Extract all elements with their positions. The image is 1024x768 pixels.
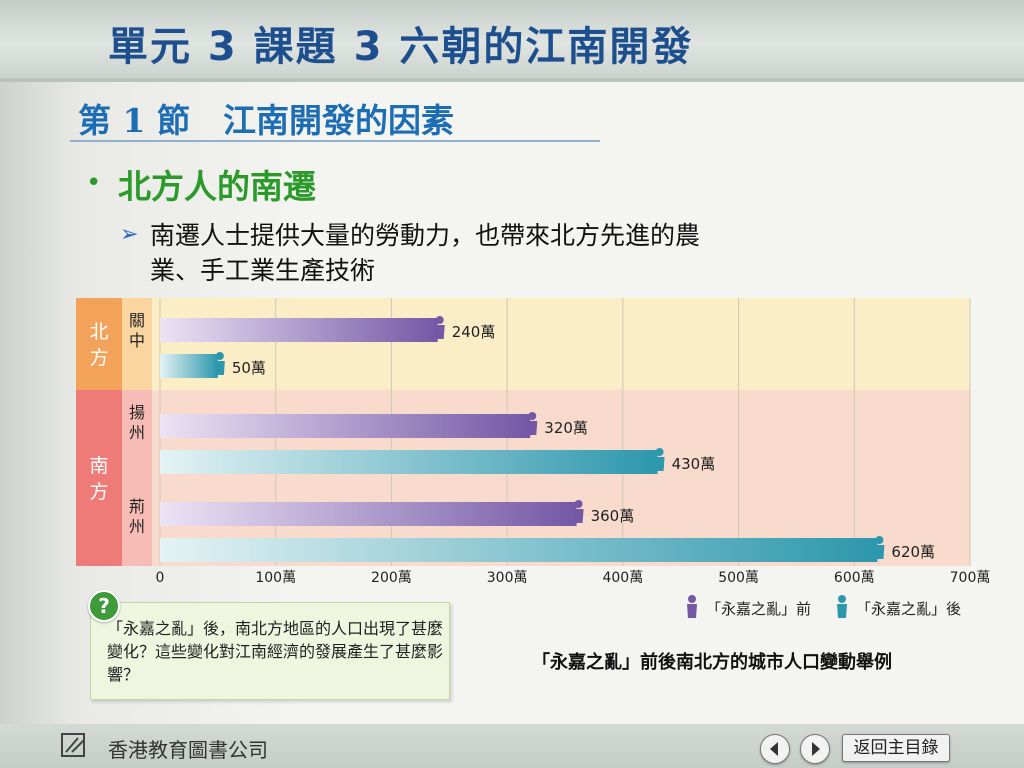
- city-label-1: 揚: [129, 403, 145, 422]
- prev-arrow-icon: [770, 742, 778, 756]
- region-label-0: 方: [89, 347, 108, 369]
- region-cell-0: [76, 298, 122, 390]
- city-label-0: 中: [129, 331, 145, 350]
- legend-label-before: 「永嘉之亂」前: [706, 600, 811, 618]
- section-underline: [70, 140, 600, 142]
- legend-person-after-icon: [838, 595, 846, 603]
- person-marker-icon: [435, 316, 444, 324]
- data-label-1-1: 430萬: [672, 455, 716, 473]
- bar-1-1: [160, 450, 658, 474]
- legend-person-before-icon: [688, 595, 696, 603]
- city-label-2: 州: [129, 517, 145, 536]
- bar-1-0: [160, 354, 218, 378]
- x-tick-label-3: 300萬: [487, 570, 528, 586]
- person-marker-icon: [655, 448, 664, 456]
- question-icon[interactable]: ?: [88, 590, 120, 622]
- city-cell-1: [122, 390, 152, 478]
- person-marker-icon: [654, 457, 665, 471]
- region-band-0: [76, 298, 970, 390]
- region-label-1: 南: [89, 455, 108, 477]
- publisher-logo-icon: [61, 733, 85, 757]
- region-cell-1: [76, 390, 122, 566]
- bullet-dot-icon: •: [86, 168, 102, 198]
- x-tick-label-4: 400萬: [602, 570, 643, 586]
- legend-person-before-icon: [687, 604, 697, 618]
- next-slide-button[interactable]: [800, 734, 830, 764]
- city-cell-2: [122, 478, 152, 566]
- publisher-name: 香港教育圖書公司: [108, 738, 268, 762]
- next-arrow-icon: [812, 742, 820, 756]
- header-divider: [0, 78, 1024, 82]
- data-label-1-2: 620萬: [891, 543, 935, 561]
- region-label-1: 方: [89, 481, 108, 503]
- person-marker-icon: [528, 412, 537, 420]
- bullet-title: 北方人的南遷: [118, 167, 316, 206]
- person-marker-icon: [434, 325, 445, 339]
- person-marker-icon: [527, 421, 538, 435]
- x-tick-label-6: 600萬: [834, 570, 875, 586]
- header-banner: [0, 0, 1024, 78]
- prev-slide-button[interactable]: [760, 734, 790, 764]
- unit-title: 單元 3 課題 3 六朝的江南開發: [108, 24, 694, 70]
- data-label-1-0: 50萬: [232, 359, 266, 377]
- city-label-1: 州: [129, 423, 145, 442]
- bar-0-1: [160, 414, 531, 438]
- legend-person-after-icon: [837, 604, 847, 618]
- person-marker-icon: [215, 352, 224, 360]
- x-tick-label-7: 700萬: [950, 570, 991, 586]
- person-marker-icon: [574, 500, 583, 508]
- data-label-0-0: 240萬: [452, 323, 496, 341]
- bar-0-0: [160, 318, 438, 342]
- person-marker-icon: [214, 361, 225, 375]
- person-marker-icon: [875, 536, 884, 544]
- x-tick-label-5: 500萬: [718, 570, 759, 586]
- person-marker-icon: [573, 509, 584, 523]
- question-box: 「永嘉之亂」後，南北方地區的人口出現了甚麼變化？這些變化對江南經濟的發展產生了甚…: [90, 602, 450, 700]
- bullet-sub-text: 南遷人士提供大量的勞動力，也帶來北方先進的農業、手工業生產技術: [150, 221, 701, 285]
- x-tick-label-0: 0: [156, 570, 165, 586]
- data-label-0-1: 320萬: [544, 419, 588, 437]
- chart-caption: 「永嘉之亂」前後南北方的城市人口變動舉例: [532, 652, 892, 673]
- bar-0-2: [160, 502, 577, 526]
- region-label-0: 北: [89, 321, 108, 343]
- x-tick-label-1: 100萬: [255, 570, 296, 586]
- city-cell-0: [122, 298, 152, 390]
- person-marker-icon: [874, 545, 885, 559]
- legend-label-after: 「永嘉之亂」後: [856, 600, 961, 618]
- city-label-2: 荊: [129, 497, 145, 516]
- x-tick-label-2: 200萬: [371, 570, 412, 586]
- arrow-bullet-icon: ➢: [120, 222, 139, 247]
- bar-1-2: [160, 538, 878, 562]
- home-menu-button[interactable]: 返回主目錄: [842, 734, 950, 762]
- data-label-0-2: 360萬: [591, 507, 635, 525]
- question-text: 「永嘉之亂」後，南北方地區的人口出現了甚麼變化？這些變化對江南經濟的發展產生了甚…: [107, 619, 444, 684]
- city-label-0: 關: [129, 311, 145, 330]
- section-title: 第 1 節 江南開發的因素: [78, 101, 454, 140]
